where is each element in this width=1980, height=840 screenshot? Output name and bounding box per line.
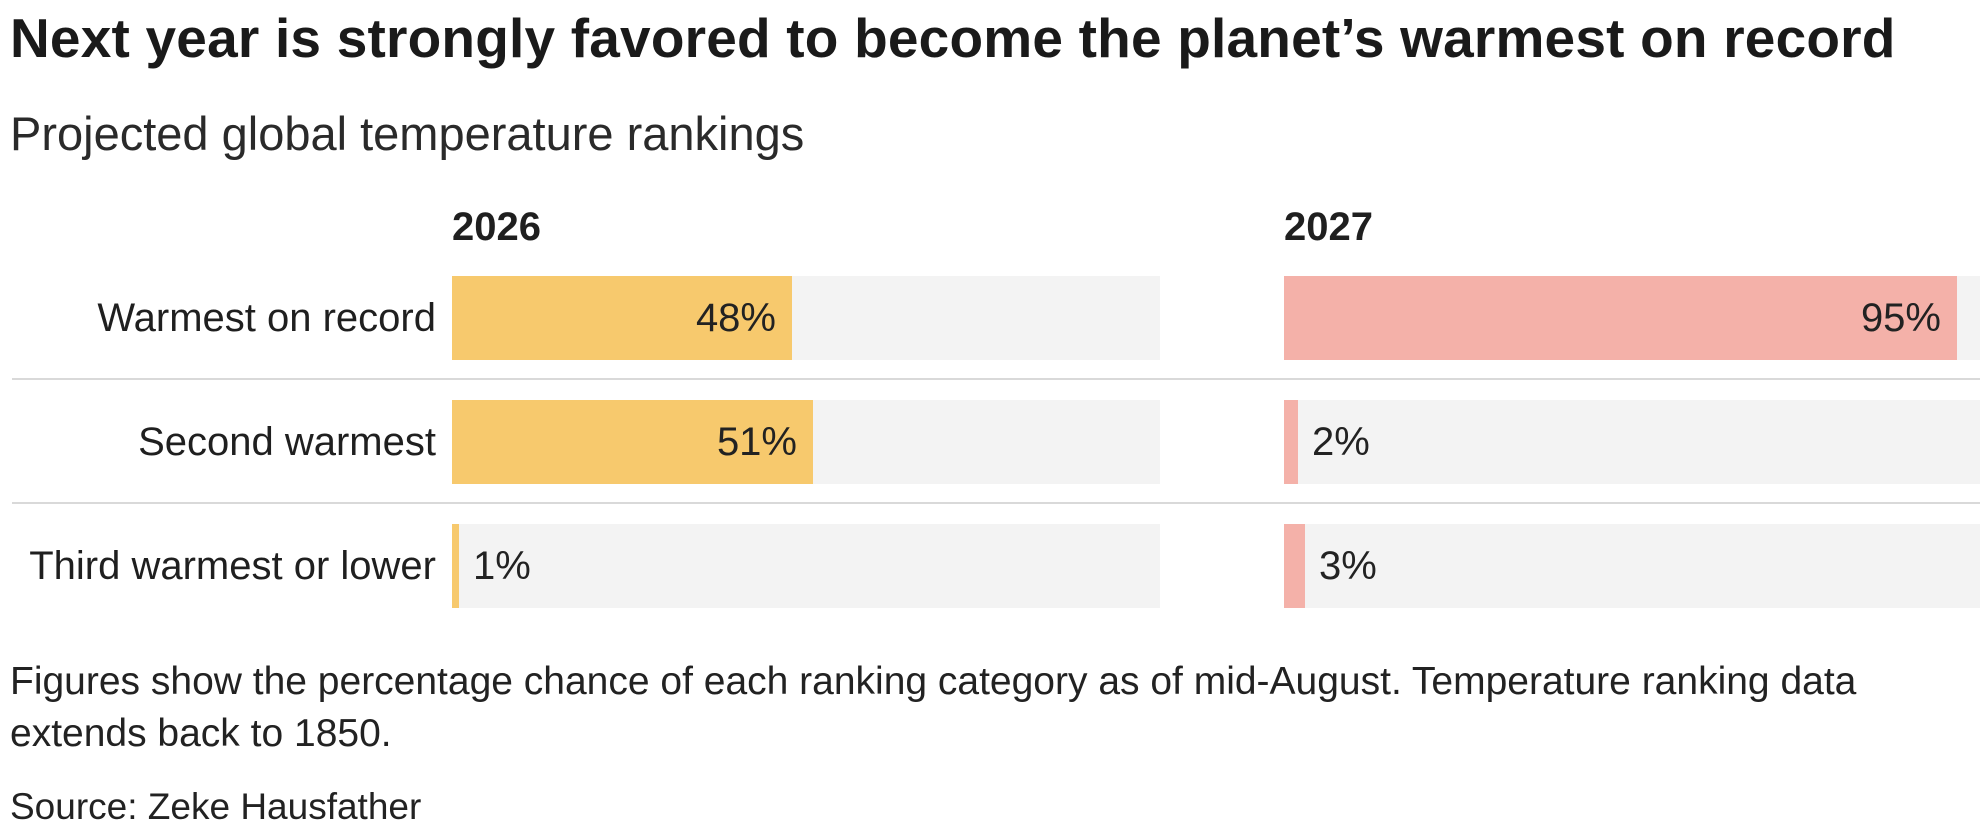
series-year-label: 2027	[1284, 205, 1373, 249]
bar-track: 3%	[1284, 524, 1980, 608]
row-label: Warmest on record	[97, 296, 436, 340]
bar	[1284, 400, 1298, 484]
bar	[452, 400, 813, 484]
data-label: 51%	[716, 420, 797, 464]
data-label: 3%	[1319, 544, 1377, 588]
chart-source: Source: Zeke Hausfather	[10, 786, 422, 827]
row-divider	[12, 378, 1980, 380]
chart-title: Next year is strongly favored to become …	[10, 7, 1896, 69]
bar	[452, 276, 792, 360]
bar-track: 2%	[1284, 400, 1980, 484]
row-divider	[12, 502, 1980, 504]
chart-note: Figures show the percentage chance of ea…	[10, 660, 1857, 755]
bar	[1284, 276, 1957, 360]
bar-track: 1%	[452, 524, 1160, 608]
bar-track: 95%	[1284, 276, 1980, 360]
series-year-label: 2026	[452, 205, 541, 249]
bar	[1284, 524, 1305, 608]
data-label: 48%	[695, 296, 776, 340]
row-label: Third warmest or lower	[29, 544, 436, 588]
bar-track: 51%	[452, 400, 1160, 484]
data-label: 1%	[473, 544, 531, 588]
bar	[452, 524, 459, 608]
bar-track: 48%	[452, 276, 1160, 360]
data-label: 95%	[1860, 296, 1941, 340]
data-label: 2%	[1312, 420, 1370, 464]
chart-subtitle: Projected global temperature rankings	[10, 107, 805, 160]
row-label: Second warmest	[138, 420, 436, 464]
